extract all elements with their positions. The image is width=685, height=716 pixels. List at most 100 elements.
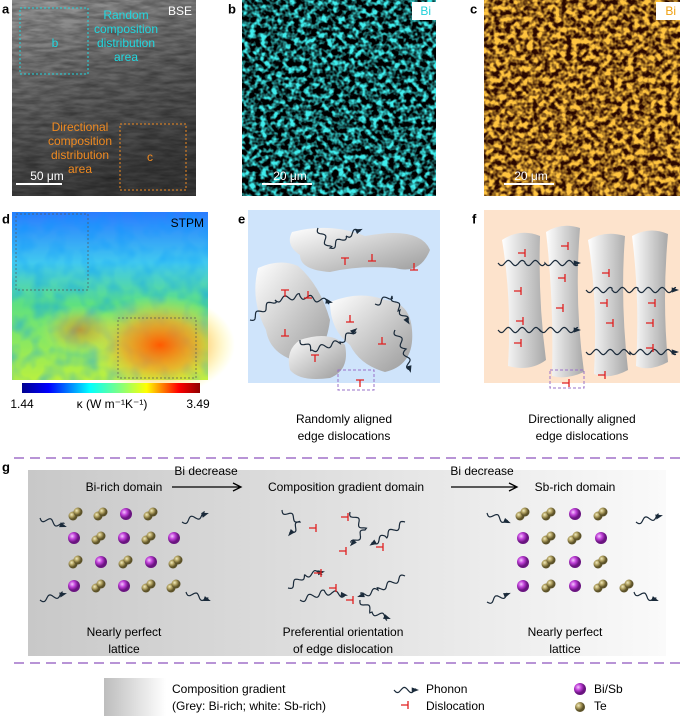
atom-te	[520, 507, 530, 517]
panel-label: BSE	[168, 4, 192, 18]
panel-letter: d	[2, 211, 10, 226]
dislocation	[281, 329, 289, 337]
area-label: area	[68, 162, 92, 176]
phonon	[249, 293, 330, 322]
dislocation	[341, 513, 349, 521]
phonon-head	[340, 591, 348, 597]
arrow-label: Bi decrease	[174, 464, 238, 478]
arrow-label: Bi decrease	[450, 464, 514, 478]
caption: Randomly aligned	[296, 412, 392, 426]
atom-te	[148, 507, 158, 517]
atom-bisb	[595, 532, 607, 544]
phonon-head	[325, 298, 333, 304]
domain-title: Bi-rich domain	[86, 480, 163, 494]
atom-te	[146, 579, 156, 589]
dislocation	[341, 257, 349, 265]
atom-te	[546, 531, 556, 541]
dislocation	[514, 339, 522, 347]
atom-bisb	[120, 508, 132, 520]
dislocation	[602, 269, 610, 277]
dislocation	[329, 584, 337, 592]
phonon	[299, 331, 357, 353]
phonon-head	[406, 365, 412, 373]
phonon-head	[383, 614, 391, 620]
phonon	[486, 512, 509, 524]
area-label: composition	[48, 134, 112, 148]
panel-label: STPM	[171, 216, 204, 230]
atom-bisb	[145, 556, 157, 568]
phonon	[635, 513, 660, 525]
arrow	[451, 482, 519, 492]
highlight-box	[337, 369, 375, 391]
dislocation	[356, 379, 364, 387]
panel-letter: c	[470, 1, 477, 16]
grain	[330, 295, 413, 372]
scale-label: 20 μm	[514, 169, 548, 183]
atom-bisb	[574, 683, 586, 695]
panel-letter: g	[2, 459, 10, 474]
area-label: distribution	[97, 36, 155, 50]
panel-label: Bi	[420, 4, 431, 18]
phonon	[287, 569, 323, 590]
phonon	[281, 509, 302, 534]
phonon-head	[503, 592, 511, 598]
label-bg	[656, 2, 680, 20]
dislocation	[376, 543, 384, 551]
phonon-head	[503, 517, 511, 524]
legend-gradient	[104, 678, 166, 716]
colorbar-max: 3.49	[186, 397, 210, 411]
phonon-head	[573, 260, 581, 266]
box-label: b	[52, 36, 59, 50]
phonon-head	[671, 349, 679, 355]
domain-caption: Nearly perfect	[528, 625, 603, 639]
atom-te	[173, 555, 183, 565]
dislocation	[309, 524, 317, 532]
phonon-head	[288, 529, 295, 537]
dislocation	[646, 319, 654, 327]
atom-bisb	[569, 508, 581, 520]
atom-bisb	[118, 532, 130, 544]
dislocation	[648, 299, 656, 307]
atom-te	[98, 507, 108, 517]
atom-te	[96, 579, 106, 589]
dislocation	[561, 242, 569, 250]
atom-te	[572, 531, 582, 541]
phonon-head	[651, 596, 659, 602]
colorbar-label: κ (W m⁻¹K⁻¹)	[77, 397, 148, 411]
directional-box	[119, 123, 187, 191]
caption: Directionally aligned	[528, 412, 635, 426]
atom-bisb	[68, 532, 80, 544]
atom-bisb	[569, 580, 581, 592]
grain	[288, 336, 346, 379]
dislocation	[606, 319, 614, 327]
atom-te	[598, 507, 608, 517]
area-label: Random	[103, 8, 148, 22]
box-label: c	[147, 150, 153, 164]
domain-title: Composition gradient domain	[268, 480, 424, 494]
label-bg	[412, 2, 436, 20]
atom-te	[546, 555, 556, 565]
domain-caption: lattice	[549, 642, 581, 656]
phonon	[39, 517, 65, 527]
dislocation	[556, 304, 564, 312]
phonon	[393, 329, 411, 371]
phonon-head	[573, 327, 581, 333]
legend-text: Te	[594, 699, 607, 713]
region-box	[117, 317, 197, 379]
dislocation	[410, 263, 418, 271]
phonon-head	[357, 592, 365, 598]
atom-te	[171, 579, 181, 589]
dislocation	[304, 291, 312, 299]
phonon-head	[671, 287, 679, 293]
phonon-head	[59, 522, 67, 528]
legend-text: Composition gradient	[172, 682, 286, 696]
atom-te	[73, 507, 83, 517]
domain-caption: of edge dislocation	[293, 642, 393, 656]
dislocation	[401, 701, 409, 709]
atom-te	[146, 531, 156, 541]
hot-region	[85, 295, 235, 395]
phonon	[371, 520, 406, 545]
legend-text: Bi/Sb	[594, 682, 623, 696]
phonon	[497, 326, 579, 334]
